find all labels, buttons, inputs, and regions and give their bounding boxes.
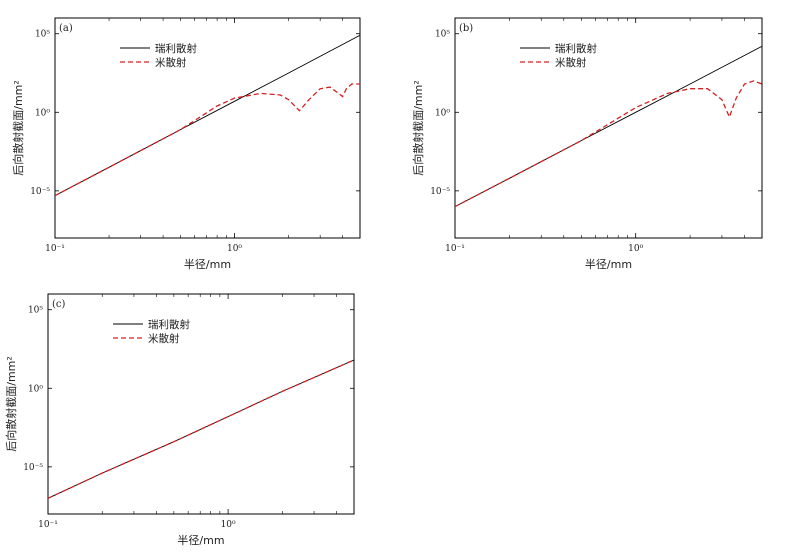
plot-frame [54, 17, 361, 239]
chart-panel-1: 10⁻⁵ 10⁰ 10⁵ 10⁻¹ 10⁰ 半径/mm 后向散射截面/mm² (a) 瑞利散射米… [11, 17, 361, 271]
y-tick-label: 10⁵ [435, 30, 450, 40]
y-tick-label: 10⁻⁵ [430, 187, 450, 197]
chart-panel-3: 10⁻⁵ 10⁰ 10⁵ 10⁻¹ 10⁰ 半径/mm 后向散射截面/mm² (c) 瑞利散射米… [4, 293, 355, 547]
y-tick-label: 10⁻⁵ [30, 187, 50, 197]
y-tick-label: 10⁻⁵ [23, 463, 43, 473]
y-tick-label: 10⁰ [435, 108, 450, 118]
x-axis-label: 半径/mm [585, 257, 632, 271]
y-tick-label: 10⁵ [28, 306, 43, 316]
x-tick-label: 10⁰ [227, 244, 242, 254]
x-axis-label: 半径/mm [184, 257, 231, 271]
series-line-mie [48, 359, 354, 499]
legend-label: 瑞利散射 [555, 42, 597, 55]
y-tick-label: 10⁵ [35, 30, 50, 40]
x-tick-label: 10⁰ [221, 520, 236, 530]
panel-label: (a) [59, 23, 73, 34]
legend-label: 瑞利散射 [148, 318, 190, 331]
y-tick-label: 10⁰ [35, 108, 50, 118]
series-line-mie [455, 80, 762, 208]
panel-label: (b) [459, 23, 473, 34]
plot-frame [454, 17, 763, 239]
plot-frame [47, 293, 355, 515]
x-tick-label: 10⁻¹ [45, 244, 65, 254]
y-tick-label: 10⁰ [28, 384, 43, 394]
legend-label: 米散射 [555, 56, 587, 69]
x-tick-label: 10⁻¹ [445, 244, 465, 254]
legend-label: 瑞利散射 [155, 42, 197, 55]
x-axis-label: 半径/mm [177, 533, 224, 547]
chart-panel-2: 10⁻⁵ 10⁰ 10⁵ 10⁻¹ 10⁰ 半径/mm 后向散射截面/mm² (b) 瑞利散射米… [411, 17, 763, 271]
y-axis-label: 后向散射截面/mm² [411, 80, 425, 176]
legend-label: 米散射 [155, 56, 187, 69]
legend-label: 米散射 [148, 332, 180, 345]
x-tick-label: 10⁻¹ [38, 520, 58, 530]
y-axis-label: 后向散射截面/mm² [4, 356, 18, 452]
y-axis-label: 后向散射截面/mm² [11, 80, 25, 176]
x-tick-label: 10⁰ [628, 244, 643, 254]
panel-label: (c) [52, 299, 66, 310]
series-line-mie [55, 83, 360, 197]
